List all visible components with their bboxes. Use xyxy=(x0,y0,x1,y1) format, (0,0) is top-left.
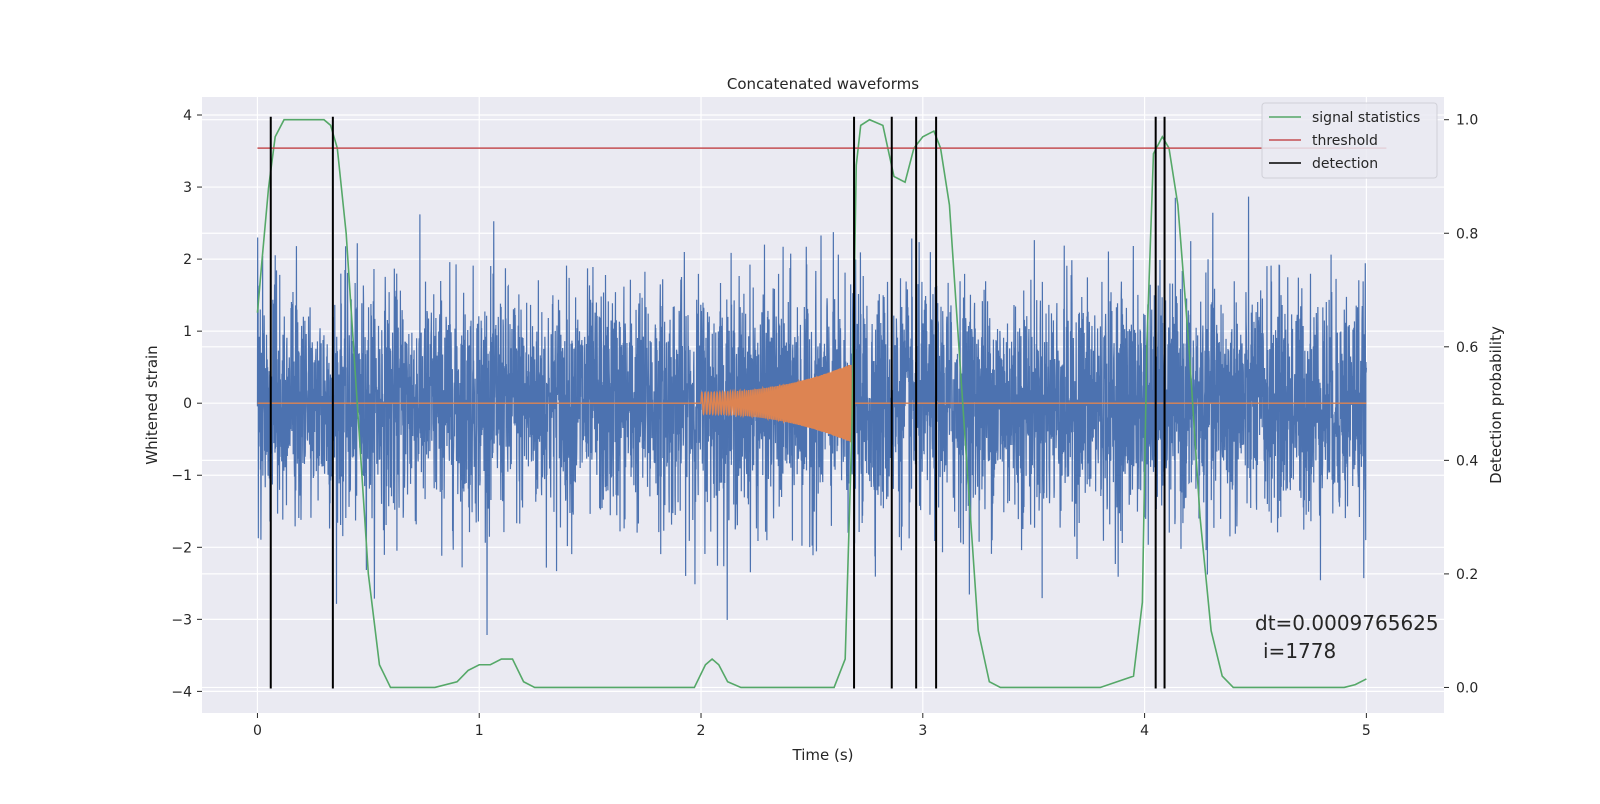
y2-tick-label: 1.0 xyxy=(1456,113,1478,129)
y-tick-label: −1 xyxy=(171,468,192,484)
y-tick-label: −2 xyxy=(171,540,192,556)
y-tick-label: −3 xyxy=(171,612,192,628)
legend: signal statistics threshold detection xyxy=(1261,102,1438,179)
x-axis-label: Time (s) xyxy=(792,746,854,764)
legend-label-signal: signal statistics xyxy=(1312,110,1420,126)
left-axis-ticks: −4 −3 −2 −1 0 1 2 3 4 xyxy=(171,108,202,700)
y-tick-label: 3 xyxy=(183,180,192,196)
template-series xyxy=(257,364,1367,443)
x-tick-label: 2 xyxy=(697,723,706,739)
y-tick-label: −4 xyxy=(171,684,192,700)
annotation-i: i=1778 xyxy=(1263,639,1336,663)
legend-box xyxy=(1261,102,1438,179)
y2-tick-label: 0.6 xyxy=(1456,340,1478,356)
y-tick-label: 1 xyxy=(183,324,192,340)
y-axis-label: Whitened strain xyxy=(143,345,161,464)
y-tick-label: 2 xyxy=(183,252,192,268)
detection-lines xyxy=(269,116,1166,689)
y-tick-label: 4 xyxy=(183,108,192,124)
y2-axis-label: Detection probability xyxy=(1487,326,1505,484)
chart-title: Concatenated waveforms xyxy=(727,75,919,93)
x-tick-label: 4 xyxy=(1140,723,1149,739)
x-tick-label: 5 xyxy=(1362,723,1371,739)
y2-tick-label: 0.4 xyxy=(1456,453,1478,469)
right-axis-ticks: 0.0 0.2 0.4 0.6 0.8 1.0 xyxy=(1444,113,1478,696)
annotation-dt: dt=0.0009765625 xyxy=(1255,611,1439,635)
y2-tick-label: 0.0 xyxy=(1456,680,1478,696)
legend-label-detection: detection xyxy=(1312,156,1378,172)
y2-tick-label: 0.8 xyxy=(1456,226,1478,242)
x-tick-label: 3 xyxy=(918,723,927,739)
y-tick-label: 0 xyxy=(183,396,192,412)
x-axis-ticks: 0 1 2 3 4 5 xyxy=(253,713,1371,739)
y2-tick-label: 0.2 xyxy=(1456,567,1478,583)
signal-statistics-series xyxy=(256,118,1367,689)
x-tick-label: 0 xyxy=(253,723,262,739)
x-tick-label: 1 xyxy=(475,723,484,739)
legend-label-threshold: threshold xyxy=(1312,133,1378,149)
